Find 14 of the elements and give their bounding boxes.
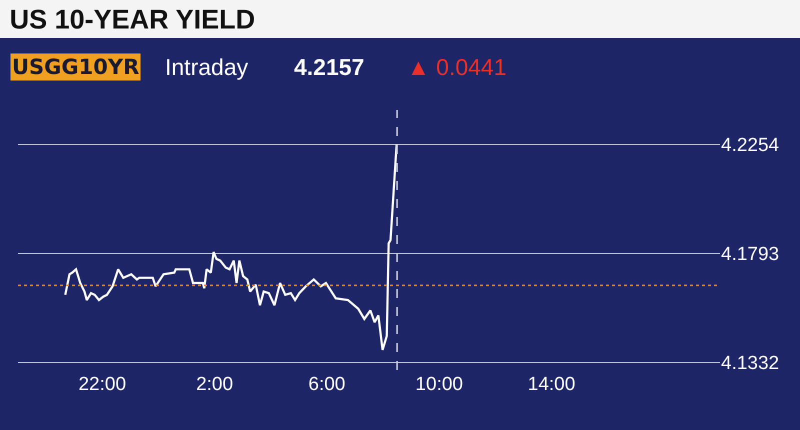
text: Intraday xyxy=(165,54,249,80)
x-tick-label: 22:00 xyxy=(78,374,126,395)
y-tick-label: 4.1332 xyxy=(721,353,780,374)
x-tick-label: 14:00 xyxy=(528,374,576,395)
text: ▲ 0.0441 xyxy=(407,54,507,80)
line-series xyxy=(64,143,398,352)
y-tick-label: 4.1793 xyxy=(721,244,780,266)
text: USGG10YR xyxy=(12,55,140,79)
y-tick-label: 4.2254 xyxy=(721,135,780,156)
x-tick-label: 2:00 xyxy=(196,374,234,395)
x-tick-label: 10:00 xyxy=(415,374,463,395)
chart-title: US 10-YEAR YIELD xyxy=(10,4,256,34)
text: 4.2157 xyxy=(294,54,364,80)
x-tick-label: 6:00 xyxy=(308,374,346,395)
